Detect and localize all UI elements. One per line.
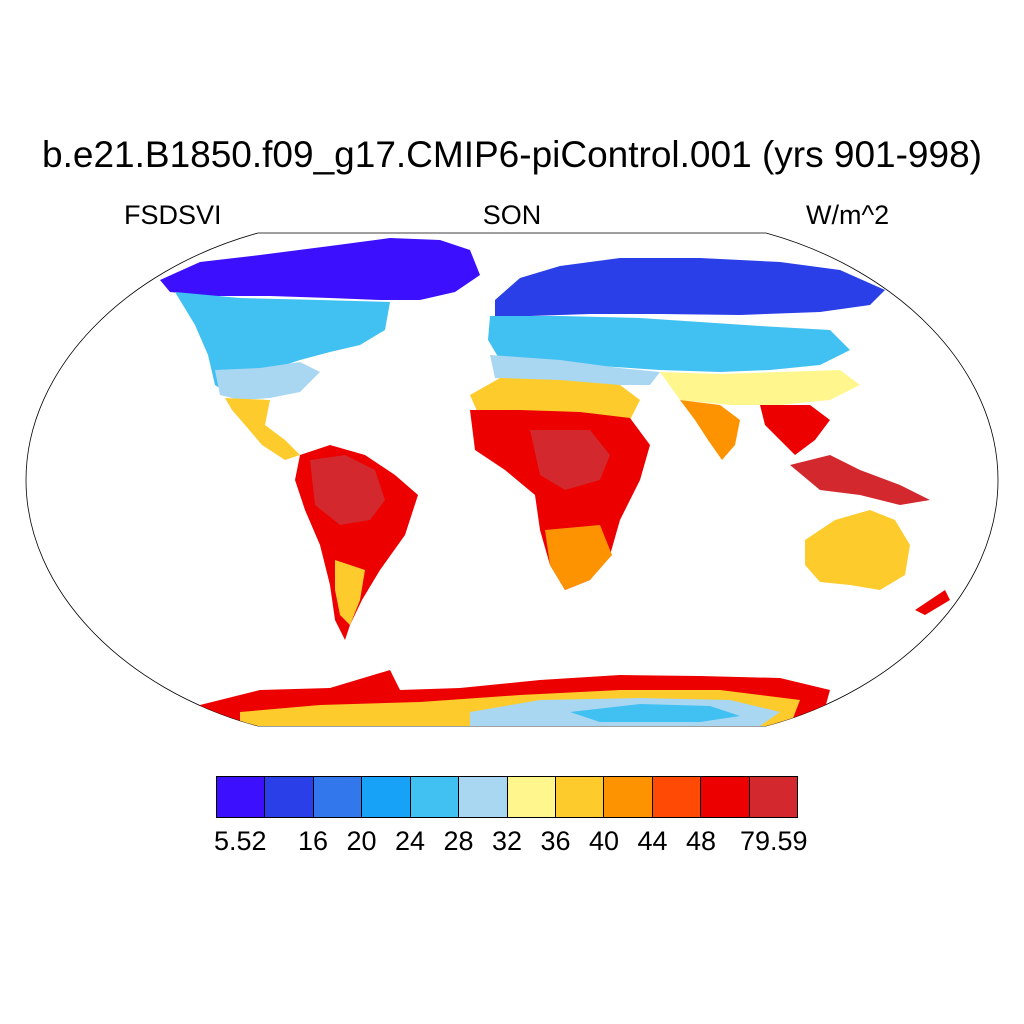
landmass-north-america — [175, 292, 390, 395]
colorbar-tick-label: 32 — [491, 826, 523, 856]
landmass-patagonia — [335, 560, 365, 625]
landmass-australia — [805, 510, 910, 590]
landmass-south-asia — [680, 400, 740, 460]
colorbar-tick-label: 44 — [637, 826, 668, 856]
colorbar-tick-label: 24 — [394, 826, 426, 856]
landmass-mexico — [225, 398, 300, 460]
colorbar-box — [507, 777, 556, 817]
colorbar-tick-label: 16 — [297, 826, 329, 856]
landmass-europe — [488, 316, 850, 372]
colorbar-tick-label: 20 — [346, 826, 377, 856]
colorbar-box — [555, 777, 605, 817]
colorbar — [216, 776, 798, 818]
colorbar-box — [313, 777, 363, 817]
landmass-mediterranean — [490, 355, 660, 385]
landmass-indonesia — [790, 455, 930, 505]
colorbar-box — [410, 777, 460, 817]
colorbar-tick-label: 48 — [685, 826, 717, 856]
units-label: W/m^2 — [806, 200, 890, 230]
landmass-new-zealand — [915, 590, 950, 615]
plot-title: b.e21.B1850.f09_g17.CMIP6-piControl.001 … — [42, 134, 982, 175]
landmass-us-south — [215, 362, 320, 400]
colorbar-box — [362, 777, 411, 817]
colorbar-box — [701, 777, 750, 817]
landmass-southeast-asia — [760, 405, 830, 455]
landmass-arctic — [160, 238, 480, 300]
season-label: SON — [482, 200, 542, 230]
colorbar-box — [749, 777, 798, 817]
colorbar-tick-label: 28 — [443, 826, 474, 856]
landmass-asia-central — [660, 370, 860, 405]
colorbar-box — [217, 777, 266, 817]
colorbar-tick-label: 40 — [588, 826, 620, 856]
colorbar-box — [265, 777, 314, 817]
landmass-amazon — [310, 455, 385, 525]
landmass-southern-africa — [545, 525, 612, 590]
landmass-eurasia-north — [495, 258, 885, 316]
variable-label: FSDSVI — [124, 200, 222, 230]
colorbar-tick-label: 36 — [540, 826, 571, 856]
colorbar-box — [459, 777, 508, 817]
colorbar-tick-label: 5.52 — [213, 826, 267, 856]
colorbar-tick-label: 79.59 — [739, 826, 808, 856]
landmass-antarctica-core — [570, 704, 740, 722]
colorbar-box — [652, 777, 702, 817]
colorbar-box — [604, 777, 653, 817]
landmass-central-africa — [530, 430, 610, 490]
